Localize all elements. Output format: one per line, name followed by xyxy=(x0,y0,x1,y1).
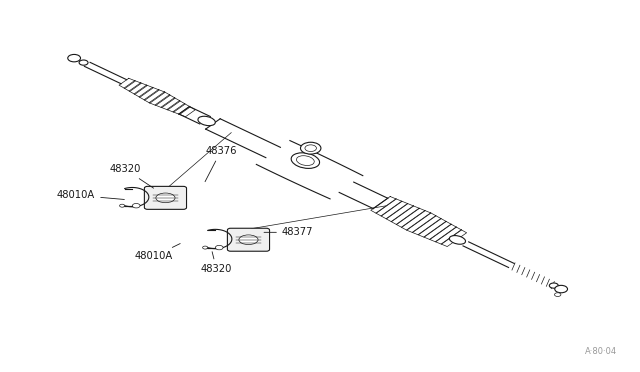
Circle shape xyxy=(555,285,568,293)
Circle shape xyxy=(79,60,88,65)
Text: 48010A: 48010A xyxy=(57,190,124,200)
Text: 48320: 48320 xyxy=(109,164,154,188)
Ellipse shape xyxy=(291,153,319,169)
Circle shape xyxy=(216,246,223,250)
Text: 48377: 48377 xyxy=(264,227,314,237)
Circle shape xyxy=(132,203,140,208)
Circle shape xyxy=(305,145,316,151)
Ellipse shape xyxy=(156,193,175,203)
Text: 48376: 48376 xyxy=(205,146,237,182)
Circle shape xyxy=(203,246,208,249)
Text: 48010A: 48010A xyxy=(135,244,180,262)
FancyBboxPatch shape xyxy=(145,186,186,209)
FancyBboxPatch shape xyxy=(227,228,269,251)
Text: 48320: 48320 xyxy=(201,252,232,275)
Ellipse shape xyxy=(296,156,314,166)
Circle shape xyxy=(549,283,558,288)
Circle shape xyxy=(68,54,81,62)
Circle shape xyxy=(120,204,125,207)
Circle shape xyxy=(554,293,561,296)
Ellipse shape xyxy=(239,235,258,244)
Text: A·80·04: A·80·04 xyxy=(585,347,617,356)
Circle shape xyxy=(301,142,321,154)
Ellipse shape xyxy=(449,235,465,244)
Ellipse shape xyxy=(198,116,215,126)
